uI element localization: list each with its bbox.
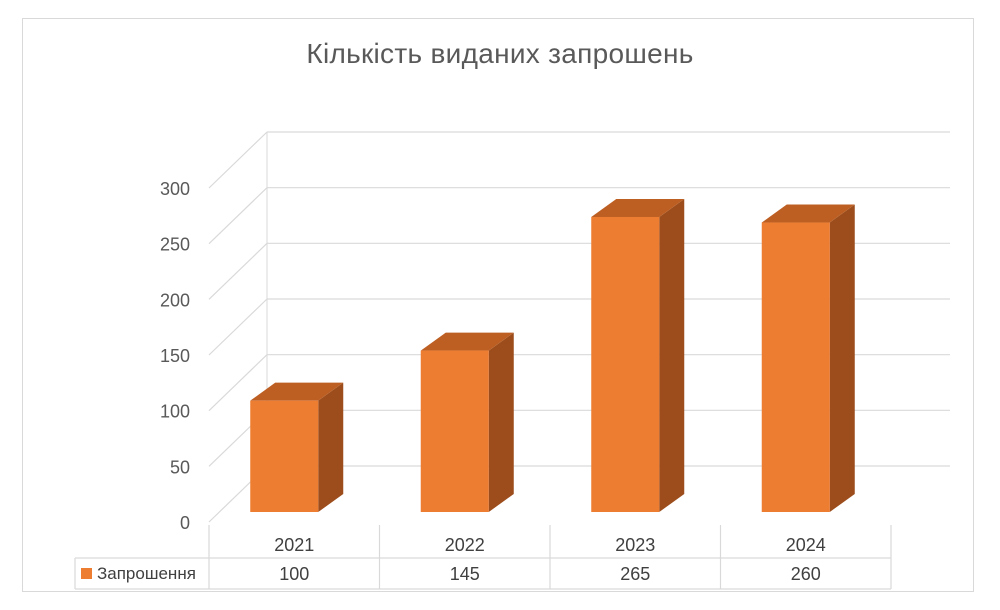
bar xyxy=(250,400,319,512)
gridline-diagonal xyxy=(208,187,268,245)
bars xyxy=(250,198,855,513)
data-label: 260 xyxy=(791,564,821,584)
bar-top xyxy=(420,332,514,351)
legend-swatch xyxy=(81,568,92,579)
data-label: 145 xyxy=(450,564,480,584)
bar xyxy=(591,216,660,512)
y-tick-label: 0 xyxy=(180,513,190,533)
x-tick-label: 2021 xyxy=(274,535,314,555)
gridline-diagonal xyxy=(208,131,268,189)
bar-top xyxy=(591,198,685,217)
gridline-diagonal xyxy=(208,242,268,300)
legend-label: Запрошення xyxy=(97,564,196,583)
bar xyxy=(761,222,830,513)
y-tick-label: 100 xyxy=(160,402,190,422)
y-axis-ticks: 0 50 100 150 200 250 300 xyxy=(160,179,190,533)
x-tick-label: 2022 xyxy=(445,535,485,555)
gridline-diagonal xyxy=(208,354,268,412)
x-tick-label: 2023 xyxy=(615,535,655,555)
y-tick-label: 50 xyxy=(170,457,190,477)
y-tick-label: 150 xyxy=(160,346,190,366)
bar-side xyxy=(829,204,855,513)
data-label: 100 xyxy=(279,564,309,584)
bar-side xyxy=(488,332,514,512)
bar xyxy=(420,350,489,512)
y-tick-label: 200 xyxy=(160,290,190,310)
bar-top xyxy=(761,204,855,223)
y-tick-label: 250 xyxy=(160,235,190,255)
data-label: 265 xyxy=(620,564,650,584)
bar-side xyxy=(659,198,685,512)
chart-title: Кількість виданих запрошень xyxy=(306,38,694,69)
gridline-diagonal xyxy=(208,298,268,356)
x-tick-label: 2024 xyxy=(786,535,826,555)
y-tick-label: 300 xyxy=(160,179,190,199)
bar-top xyxy=(250,382,344,401)
data-table: 2021 2022 2023 2024 100 145 265 260 Запрошення xyxy=(74,525,892,590)
bar-side xyxy=(318,382,344,512)
